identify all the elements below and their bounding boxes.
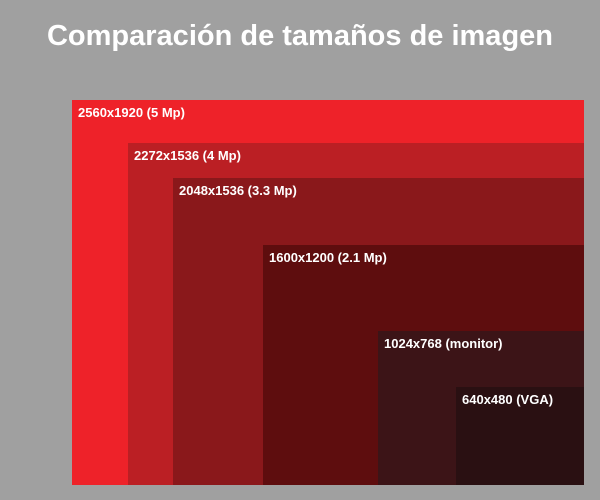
- size-label: 1600x1200 (2.1 Mp): [269, 250, 387, 265]
- size-label: 2272x1536 (4 Mp): [134, 148, 241, 163]
- size-label: 1024x768 (monitor): [384, 336, 503, 351]
- size-label: 640x480 (VGA): [462, 392, 554, 407]
- size-label: 2560x1920 (5 Mp): [78, 105, 185, 120]
- title: Comparación de tamaños de imagen: [46, 20, 553, 52]
- size-rect: 640x480 (VGA): [456, 387, 584, 485]
- size-label: 2048x1536 (3.3 Mp): [179, 183, 297, 198]
